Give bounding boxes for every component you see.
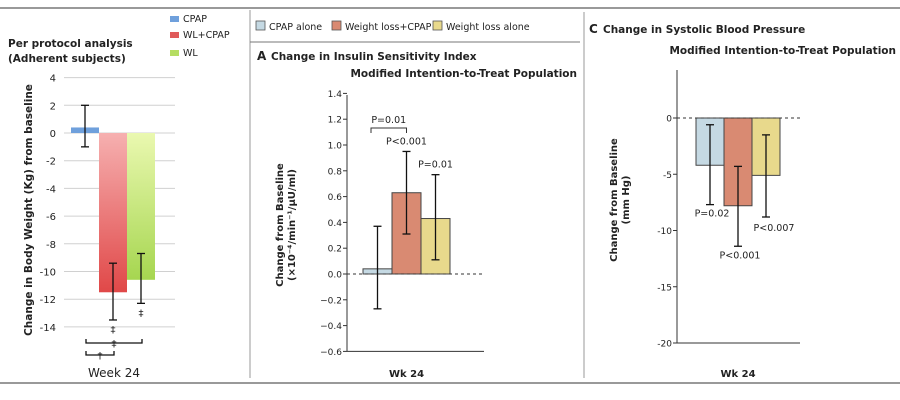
chart-systolic-bp: C Change in Systolic Blood Pressure Modifi… bbox=[589, 22, 896, 380]
y-tick-label: 0 bbox=[666, 115, 672, 125]
y-tick-label: -10 bbox=[657, 227, 672, 237]
y-tick-label: -10 bbox=[40, 268, 56, 279]
y-tick-label: 0 bbox=[50, 129, 56, 140]
p-value-label: P=0.02 bbox=[695, 209, 730, 220]
legend-swatch bbox=[255, 20, 266, 31]
y-tick-label: 2 bbox=[50, 101, 56, 112]
y-tick-label: 0.8 bbox=[328, 167, 343, 177]
y-tick-label: -4 bbox=[46, 184, 56, 195]
significance-marker: ‡ bbox=[139, 308, 144, 319]
legend-swatch bbox=[432, 20, 443, 31]
x-axis-label: Week 24 bbox=[88, 366, 140, 380]
y-tick-label: 1.0 bbox=[328, 142, 343, 152]
legend-label: CPAP alone bbox=[269, 22, 322, 33]
y-tick-label: 0.2 bbox=[328, 245, 342, 255]
y-tick-label: 0.0 bbox=[328, 271, 343, 281]
y-tick-label: -20 bbox=[657, 340, 672, 350]
y-tick-label: -14 bbox=[40, 323, 56, 334]
legend-swatch bbox=[170, 50, 179, 56]
significance-bracket bbox=[85, 351, 115, 356]
bracket-label: † bbox=[98, 351, 103, 362]
p-value-label: P<0.007 bbox=[754, 223, 795, 234]
significance-bracket bbox=[370, 127, 407, 133]
y-tick-label: 4 bbox=[50, 74, 56, 85]
legend-label: WL bbox=[183, 48, 198, 59]
legend-swatch bbox=[331, 20, 342, 31]
y-tick-label: −0.2 bbox=[320, 296, 342, 306]
legend-swatch bbox=[170, 32, 179, 38]
legend-label: CPAP bbox=[183, 14, 207, 25]
chart-title: Change in Insulin Sensitivity Index bbox=[271, 51, 477, 63]
legend-swatch bbox=[170, 16, 179, 22]
panel-letter: C bbox=[589, 22, 598, 36]
x-axis-label: Wk 24 bbox=[720, 369, 755, 380]
y-axis-label: (mm Hg) bbox=[621, 176, 632, 225]
y-tick-label: -2 bbox=[46, 157, 56, 168]
chart-insulin-sensitivity: A Change in Insulin Sensitivity Index Modi… bbox=[257, 49, 577, 380]
p-value-label: P<0.001 bbox=[720, 250, 761, 261]
y-axis-label: Change from Baseline bbox=[275, 163, 286, 287]
shared-legend: CPAP alone Weight loss+CPAP Weight loss al… bbox=[255, 20, 530, 33]
chart-body-weight: Per protocol analysis (Adherent subjects)… bbox=[8, 14, 230, 380]
chart-subtitle: Modified Intention-to-Treat Population bbox=[669, 45, 896, 57]
y-tick-label: 0.4 bbox=[328, 219, 343, 229]
chart-subtitle: Modified Intention-to-Treat Population bbox=[350, 68, 577, 80]
y-tick-label: -5 bbox=[663, 171, 672, 181]
legend-label: Weight loss+CPAP bbox=[345, 22, 432, 33]
chart-subtitle: (Adherent subjects) bbox=[8, 53, 126, 65]
legend-label: Weight loss alone bbox=[446, 22, 530, 33]
y-tick-label: 1.4 bbox=[328, 90, 343, 100]
chart-title: Per protocol analysis bbox=[8, 38, 133, 50]
bracket-label: ‡ bbox=[112, 339, 117, 350]
bracket-label: P=0.01 bbox=[371, 115, 406, 126]
x-axis-label: Wk 24 bbox=[389, 369, 424, 380]
y-tick-label: -15 bbox=[657, 283, 672, 293]
y-tick-label: 0.6 bbox=[328, 193, 343, 203]
y-tick-label: −0.6 bbox=[320, 348, 342, 358]
legend-label: WL+CPAP bbox=[183, 30, 230, 41]
y-tick-label: −0.4 bbox=[320, 322, 342, 332]
y-tick-label: -12 bbox=[40, 295, 56, 306]
significance-bracket bbox=[85, 339, 143, 344]
p-value-label: P=0.01 bbox=[418, 160, 453, 171]
y-tick-label: -8 bbox=[46, 240, 56, 251]
significance-marker: ‡ bbox=[111, 325, 116, 336]
y-tick-label: 1.2 bbox=[328, 116, 342, 126]
y-axis-label: Change from Baseline bbox=[609, 138, 620, 262]
y-axis-label: Change in Body Weight (Kg) from baseline bbox=[23, 84, 35, 336]
p-value-label: P<0.001 bbox=[386, 136, 427, 147]
y-axis-label: (×10⁻⁴/min⁻¹/μU/ml) bbox=[287, 169, 298, 281]
y-tick-label: -6 bbox=[46, 212, 56, 223]
panel-letter: A bbox=[257, 49, 267, 63]
chart-title: Change in Systolic Blood Pressure bbox=[603, 24, 805, 36]
